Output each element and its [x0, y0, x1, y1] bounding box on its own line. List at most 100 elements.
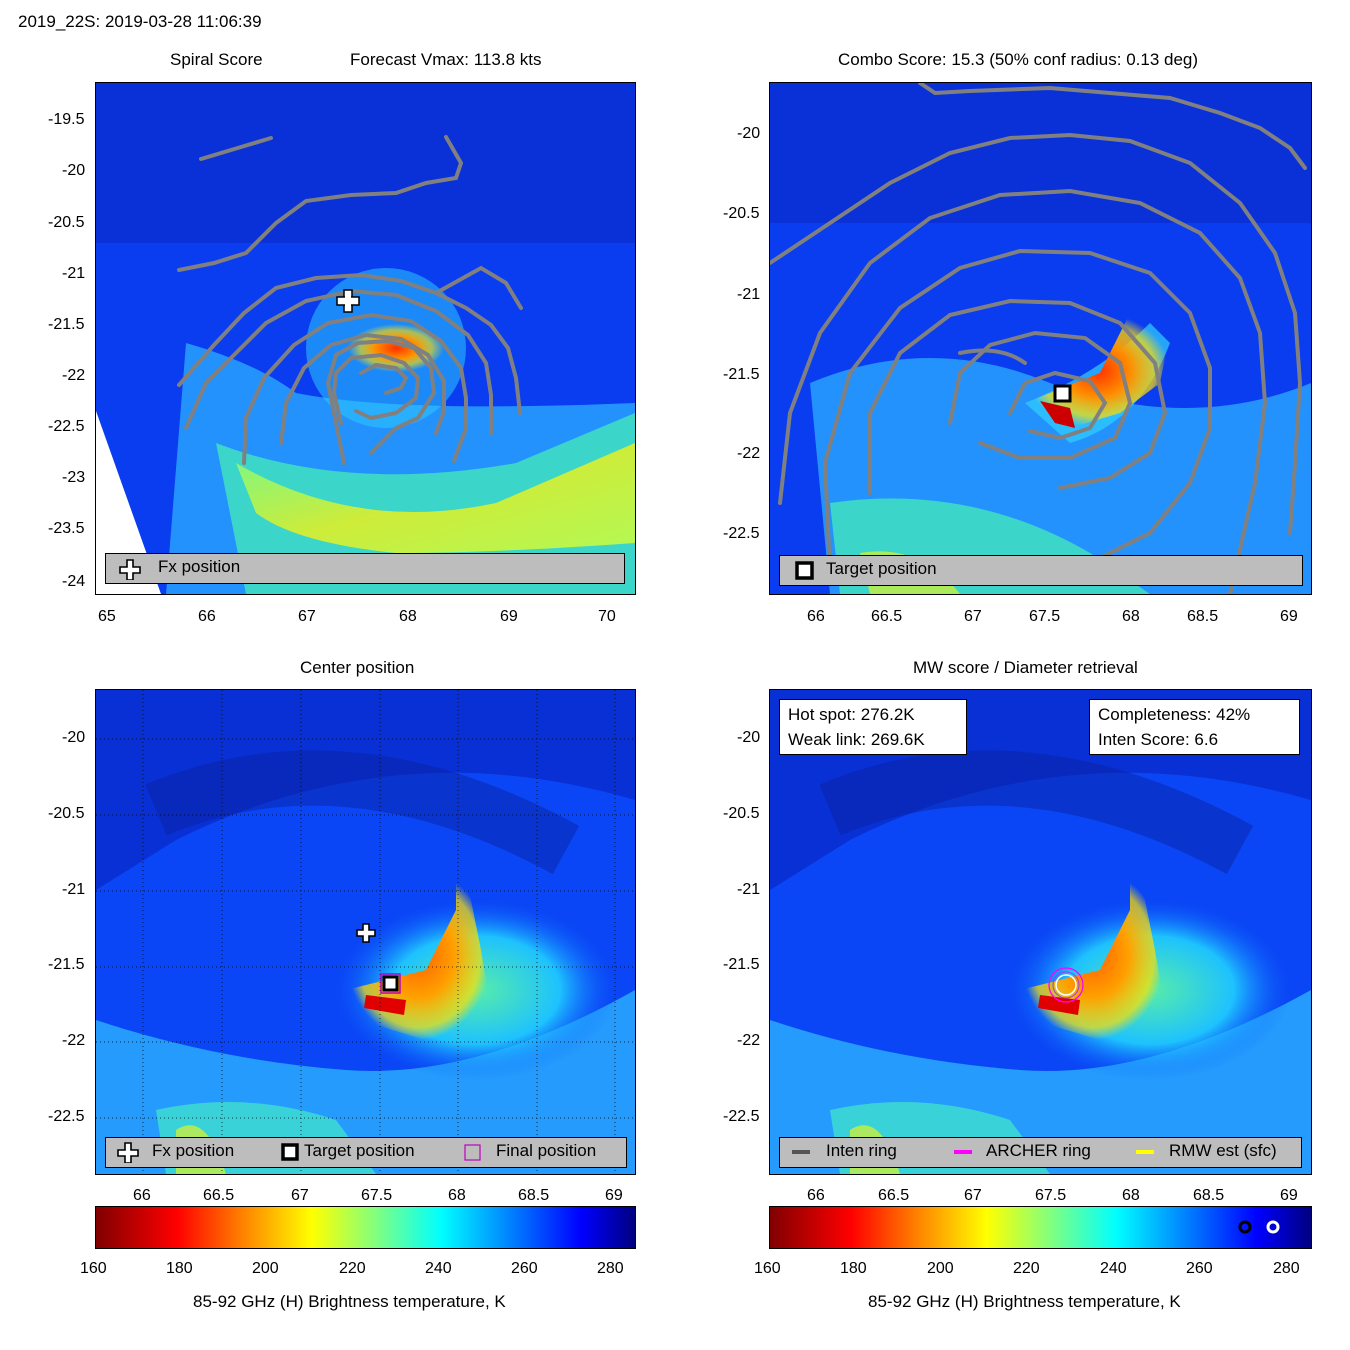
combo-title: Combo Score: 15.3 (50% conf radius: 0.13…	[838, 50, 1199, 69]
fx-position-icon	[117, 1142, 139, 1163]
combo-y-tick: -21.5	[723, 366, 760, 383]
spiral-y-tick: -23	[62, 469, 86, 486]
final-position-icon	[464, 1144, 481, 1161]
mw-legend-rmw-label: RMW est (sfc)	[1169, 1141, 1277, 1160]
combo-y-tick: -20.5	[723, 205, 760, 222]
colorbar-left-tick: 280	[597, 1260, 624, 1277]
center-legend-target-label: Target position	[304, 1141, 415, 1160]
center-y-tick: -22	[62, 1032, 86, 1049]
center-x-tick: 68.5	[518, 1187, 550, 1204]
combo-x-tick: 66	[807, 608, 825, 625]
spiral-y-tick: -19.5	[48, 111, 85, 128]
mw-x-tick: 69	[1280, 1187, 1298, 1204]
combo-legend-target-label: Target position	[826, 559, 937, 578]
combo-x-tick: 68.5	[1187, 608, 1219, 625]
mw-x-tick: 68	[1122, 1187, 1140, 1204]
mw-hot-spot-text: Hot spot: 276.2K	[788, 705, 915, 724]
center-fx-marker-icon	[356, 923, 376, 943]
center-legend-fx-label: Fx position	[152, 1141, 235, 1160]
spiral-title: Spiral Score	[170, 50, 263, 69]
spiral-y-tick: -22.5	[48, 418, 85, 435]
mw-legend-inten-label: Inten ring	[826, 1141, 897, 1160]
rmw-estimate-icon	[1136, 1150, 1154, 1154]
combo-contours	[770, 83, 1307, 594]
combo-x-tick: 69	[1280, 608, 1298, 625]
combo-x-tick: 67.5	[1029, 608, 1061, 625]
mw-y-tick: -21	[737, 881, 761, 898]
mw-y-tick: -22	[737, 1032, 761, 1049]
colorbar-right-tick: 240	[1100, 1260, 1127, 1277]
center-x-tick: 66.5	[203, 1187, 235, 1204]
spiral-legend-fx-label: Fx position	[158, 557, 241, 576]
fx-position-icon	[119, 559, 141, 580]
mw-y-tick: -22.5	[723, 1108, 760, 1125]
center-x-tick: 67	[291, 1187, 309, 1204]
mw-plot: Hot spot: 276.2K Weak link: 269.6K Compl…	[769, 689, 1312, 1175]
colorbar-left-tick: 200	[252, 1260, 279, 1277]
combo-legend: Target position	[779, 555, 1303, 586]
mw-y-tick: -21.5	[723, 956, 760, 973]
colorbar-right	[769, 1206, 1312, 1249]
center-plot: Fx position Target position Final positi…	[95, 689, 636, 1175]
spiral-x-tick: 65	[98, 608, 116, 625]
combo-x-tick: 66.5	[871, 608, 903, 625]
colorbar-left	[95, 1206, 636, 1249]
spiral-y-tick: -22	[62, 367, 86, 384]
spiral-plot: Fx position	[95, 82, 636, 595]
combo-target-marker-icon	[1053, 384, 1072, 403]
center-title: Center position	[300, 658, 415, 677]
combo-plot: Target position	[769, 82, 1312, 595]
combo-y-tick: -22.5	[723, 525, 760, 542]
colorbar-left-tick: 240	[425, 1260, 452, 1277]
spiral-fx-marker-icon	[336, 289, 360, 313]
center-x-tick: 67.5	[361, 1187, 393, 1204]
center-y-tick: -22.5	[48, 1108, 85, 1125]
mw-x-tick: 66.5	[878, 1187, 910, 1204]
center-y-tick: -20.5	[48, 805, 85, 822]
spiral-x-tick: 69	[500, 608, 518, 625]
spiral-x-tick: 66	[198, 608, 216, 625]
mw-inten-score-text: Inten Score: 6.6	[1098, 730, 1219, 749]
combo-y-tick: -21	[737, 286, 761, 303]
center-x-tick: 66	[133, 1187, 151, 1204]
center-y-tick: -21	[62, 881, 86, 898]
spiral-no-data	[96, 411, 161, 594]
target-position-icon	[795, 561, 814, 580]
colorbar-left-tick: 160	[80, 1260, 107, 1277]
colorbar-right-tick: 200	[927, 1260, 954, 1277]
combo-x-tick: 68	[1122, 608, 1140, 625]
spiral-y-tick: -20.5	[48, 214, 85, 231]
ring-markers-icon	[1238, 1220, 1280, 1234]
colorbar-right-label: 85-92 GHz (H) Brightness temperature, K	[868, 1292, 1181, 1311]
mw-legend-archer-label: ARCHER ring	[986, 1141, 1091, 1160]
combo-y-tick: -22	[737, 445, 761, 462]
center-gridlines	[96, 690, 635, 1174]
mw-y-tick: -20	[737, 729, 761, 746]
mw-rings	[1048, 967, 1084, 1003]
colorbar-left-tick: 260	[511, 1260, 538, 1277]
inten-ring-icon	[792, 1150, 810, 1154]
mw-score-box: Completeness: 42% Inten Score: 6.6	[1089, 699, 1300, 755]
spiral-y-tick: -24	[62, 573, 86, 590]
center-legend: Fx position Target position Final positi…	[105, 1137, 627, 1168]
spiral-y-tick: -20	[62, 162, 86, 179]
mw-y-tick: -20.5	[723, 805, 760, 822]
mw-hotspot-box: Hot spot: 276.2K Weak link: 269.6K	[779, 699, 967, 755]
spiral-y-tick: -21.5	[48, 316, 85, 333]
mw-x-tick: 66	[807, 1187, 825, 1204]
colorbar-left-label: 85-92 GHz (H) Brightness temperature, K	[193, 1292, 506, 1311]
combo-y-tick: -20	[737, 125, 761, 142]
center-x-tick: 68	[448, 1187, 466, 1204]
mw-x-tick: 68.5	[1193, 1187, 1225, 1204]
spiral-x-tick: 68	[399, 608, 417, 625]
center-y-tick: -21.5	[48, 956, 85, 973]
colorbar-right-tick: 180	[840, 1260, 867, 1277]
mw-weak-link-text: Weak link: 269.6K	[788, 730, 925, 749]
colorbar-left-tick: 180	[166, 1260, 193, 1277]
mw-x-tick: 67.5	[1035, 1187, 1067, 1204]
colorbar-left-tick: 220	[339, 1260, 366, 1277]
mw-legend: Inten ring ARCHER ring RMW est (sfc)	[779, 1137, 1302, 1168]
colorbar-right-tick: 160	[754, 1260, 781, 1277]
spiral-y-tick: -21	[62, 265, 86, 282]
spiral-contours	[177, 135, 523, 465]
